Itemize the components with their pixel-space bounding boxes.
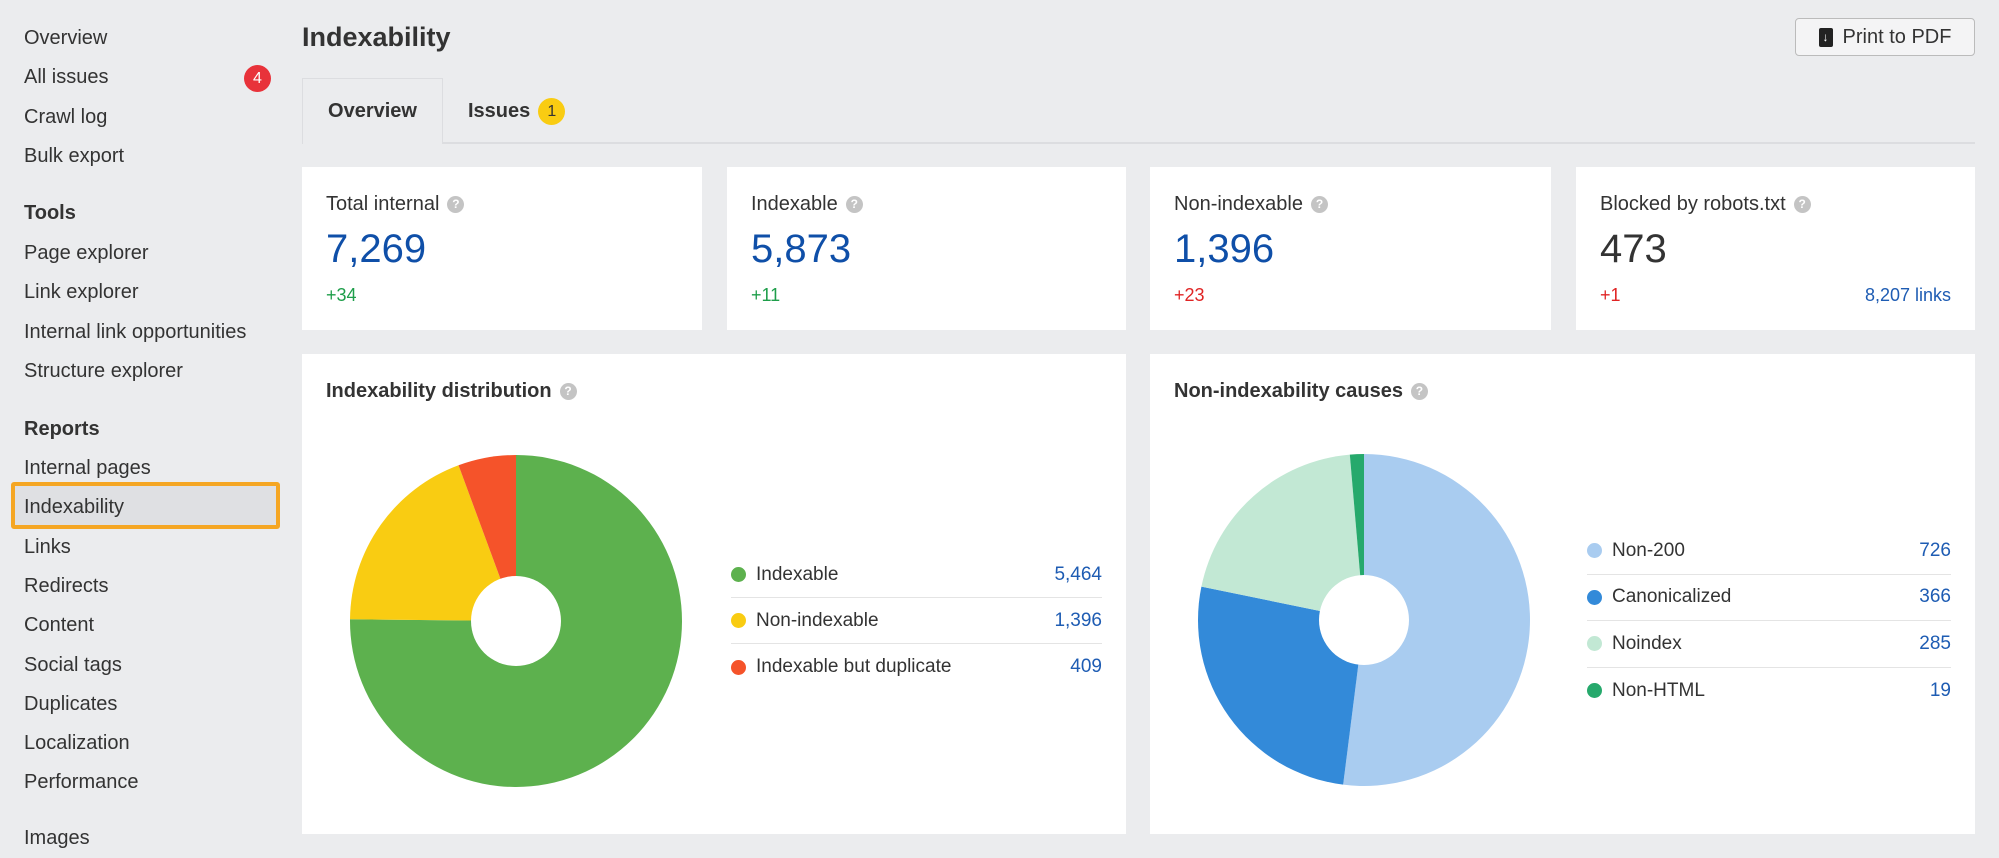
chart-title: Indexability distribution?	[326, 380, 577, 403]
metric-card[interactable]: Indexable? 5,873 +11	[727, 167, 1126, 330]
sidebar-item-page-explorer[interactable]: Page explorer	[24, 242, 149, 264]
print-to-pdf-button[interactable]: ↓ Print to PDF	[1795, 18, 1975, 56]
legend-dot-icon	[731, 567, 746, 582]
sidebar-item-structure-explorer[interactable]: Structure explorer	[24, 359, 183, 382]
sidebar-item-link-explorer[interactable]: Link explorer	[24, 281, 139, 304]
legend-value[interactable]: 285	[1919, 632, 1951, 654]
legend-label: Indexable	[756, 563, 839, 585]
chart-title: Non-indexability causes?	[1174, 380, 1428, 403]
legend-dot-icon	[1587, 636, 1602, 652]
print-label: Print to PDF	[1842, 25, 1952, 48]
active-item-highlight	[11, 482, 280, 529]
metric-label: Non-indexable?	[1174, 193, 1328, 216]
metric-label: Indexable?	[751, 193, 863, 216]
metric-delta: +1	[1600, 285, 1621, 305]
non-indexability-pie	[1198, 454, 1530, 786]
indexability-distribution-card: Indexability distribution? Indexable 5,46…	[302, 354, 1126, 834]
pie-slice-non-indexable[interactable]	[350, 465, 516, 621]
legend-label: Non-HTML	[1612, 679, 1705, 701]
metric-value[interactable]: 1,396	[1174, 227, 1275, 271]
metric-card[interactable]: Non-indexable? 1,396 +23	[1150, 167, 1551, 330]
legend-label: Canonicalized	[1612, 586, 1732, 608]
reports-heading: Reports	[24, 418, 100, 440]
sidebar-item-links[interactable]: Links	[24, 535, 71, 558]
help-icon[interactable]: ?	[1310, 196, 1328, 213]
help-icon[interactable]: ?	[559, 383, 577, 400]
page-title: Indexability	[302, 22, 451, 52]
sidebar-item-duplicates[interactable]: Duplicates	[24, 692, 118, 715]
legend-dot-icon	[1587, 589, 1602, 605]
legend-dot-icon	[1587, 683, 1602, 699]
donut-hole	[471, 576, 561, 666]
legend-dot-icon	[1587, 543, 1602, 559]
legend-item[interactable]: Non-200 726	[1587, 528, 1951, 575]
metric-value[interactable]: 7,269	[326, 227, 427, 271]
sidebar-item-content[interactable]: Content	[24, 614, 95, 637]
sidebar-item-indexability[interactable]: Indexability	[24, 496, 125, 519]
legend-item[interactable]: Noindex 285	[1587, 621, 1951, 668]
issues-count-badge: 1	[538, 97, 566, 125]
legend-value[interactable]: 726	[1919, 539, 1951, 561]
sidebar-item-bulk-export[interactable]: Bulk export	[24, 144, 125, 167]
chart-legend: Non-200 726 Canonicalized 366 Noindex 285 Non-…	[1587, 528, 1951, 712]
legend-item[interactable]: Non-indexable 1,396	[731, 598, 1102, 644]
sidebar-item-images[interactable]: Images	[24, 827, 90, 849]
metric-delta: +34	[326, 285, 357, 305]
legend-item[interactable]: Indexable 5,464	[731, 552, 1102, 598]
legend-label: Indexable but duplicate	[756, 656, 952, 677]
legend-item[interactable]: Canonicalized 366	[1587, 575, 1951, 621]
metric-value[interactable]: 473	[1600, 227, 1667, 271]
metric-value[interactable]: 5,873	[751, 227, 852, 271]
tab-label: Overview	[328, 100, 417, 122]
legend-dot-icon	[731, 659, 746, 675]
issues-count-badge: 4	[244, 65, 271, 92]
sidebar-item-all-issues[interactable]: All issues	[24, 66, 109, 89]
help-icon[interactable]: ?	[1793, 196, 1811, 213]
legend-value[interactable]: 366	[1919, 586, 1951, 608]
sidebar-item-social-tags[interactable]: Social tags	[24, 653, 122, 676]
legend-dot-icon	[731, 613, 746, 628]
tab-label: Issues	[468, 99, 531, 122]
sidebar-item-localization[interactable]: Localization	[24, 732, 130, 755]
metric-label: Total internal?	[326, 193, 465, 216]
legend-label: Non-indexable	[756, 609, 879, 631]
indexability-pie	[350, 455, 682, 787]
chart-legend: Indexable 5,464 Non-indexable 1,396 Indexabl…	[731, 552, 1102, 690]
tools-heading: Tools	[24, 202, 76, 224]
sidebar-item-overview[interactable]: Overview	[24, 27, 108, 49]
legend-value[interactable]: 409	[1070, 656, 1102, 677]
legend-item[interactable]: Indexable but duplicate 409	[731, 644, 1102, 690]
help-icon[interactable]: ?	[447, 196, 465, 213]
legend-value[interactable]: 5,464	[1054, 563, 1102, 585]
sidebar-item-internal-link-opportunities[interactable]: Internal link opportunities	[24, 320, 247, 343]
non-indexability-causes-card: Non-indexability causes? Non-200 726 Canon…	[1150, 354, 1975, 834]
help-icon[interactable]: ?	[1410, 383, 1428, 400]
legend-value[interactable]: 19	[1929, 679, 1951, 701]
metric-delta: +11	[751, 285, 781, 305]
metric-card[interactable]: Blocked by robots.txt? 473 +1 8,207 link…	[1576, 167, 1975, 330]
tab-issues[interactable]: Issues 1	[468, 78, 566, 144]
links-count-link[interactable]: 8,207 links	[1864, 285, 1951, 305]
metric-delta: +23	[1174, 285, 1205, 305]
sidebar-item-redirects[interactable]: Redirects	[24, 574, 109, 597]
metric-card[interactable]: Total internal? 7,269 +34	[302, 167, 702, 330]
donut-hole	[1319, 575, 1409, 665]
legend-label: Noindex	[1612, 632, 1682, 654]
sidebar-item-internal-pages[interactable]: Internal pages	[24, 457, 151, 479]
tabs-divider	[302, 142, 1975, 144]
pdf-download-icon: ↓	[1818, 27, 1833, 47]
tab-overview[interactable]: Overview	[302, 78, 443, 144]
sidebar-item-performance[interactable]: Performance	[24, 771, 139, 794]
pie-slice-noindex[interactable]	[1201, 454, 1364, 620]
sidebar-item-crawl-log[interactable]: Crawl log	[24, 105, 108, 128]
metric-label: Blocked by robots.txt?	[1600, 193, 1811, 216]
legend-item[interactable]: Non-HTML 19	[1587, 668, 1951, 715]
legend-label: Non-200	[1612, 539, 1685, 561]
help-icon[interactable]: ?	[845, 196, 863, 213]
pie-slice-non-200[interactable]	[1343, 454, 1530, 786]
legend-value[interactable]: 1,396	[1054, 609, 1102, 631]
